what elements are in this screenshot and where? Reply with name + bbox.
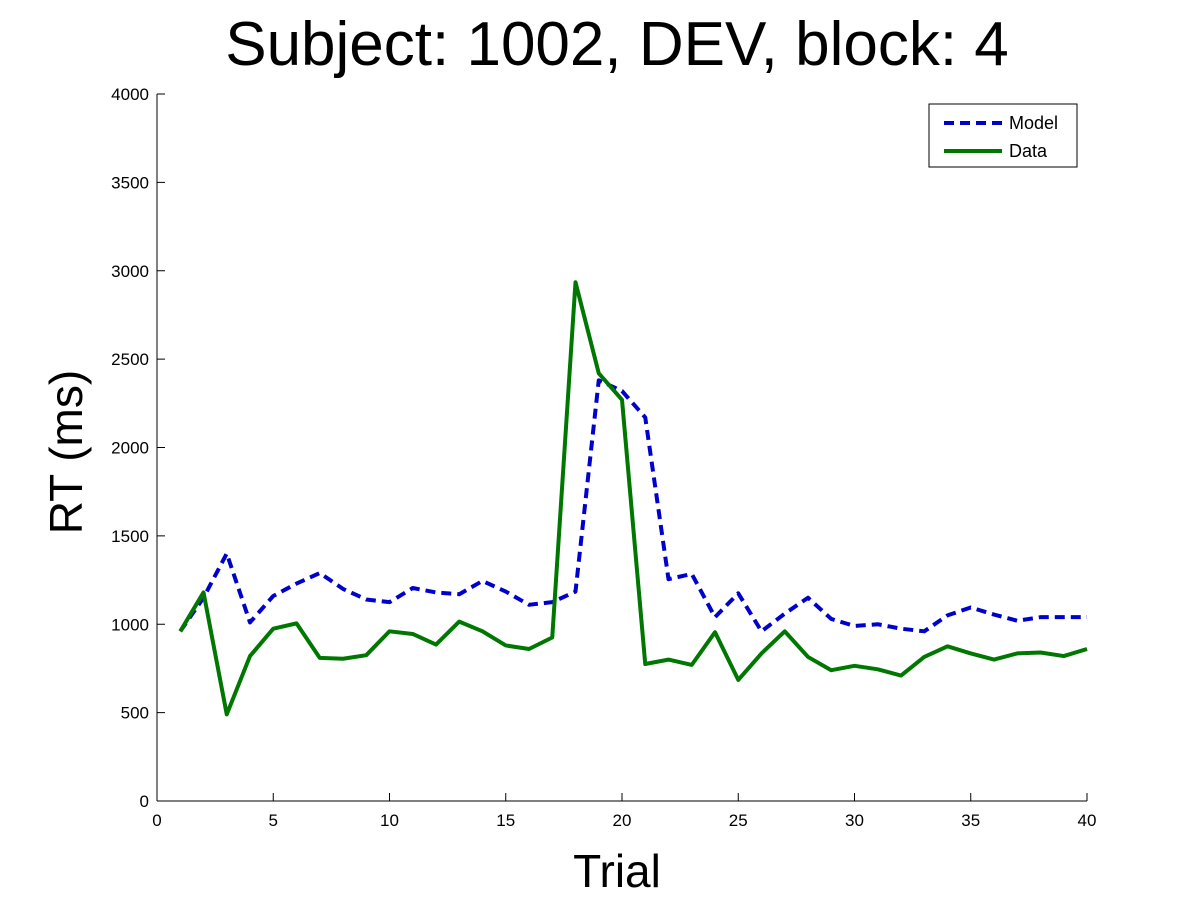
y-tick-label: 4000 — [111, 85, 149, 104]
y-axis-title: RT (ms) — [40, 370, 92, 534]
y-tick-label: 3000 — [111, 262, 149, 281]
y-axis: 0 500 1000 1500 2000 2500 3000 3500 4000 — [111, 85, 165, 811]
x-tick-label: 20 — [613, 811, 632, 830]
y-tick-label: 2500 — [111, 350, 149, 369]
legend: Model Data — [928, 103, 1078, 168]
series-line-model — [178, 378, 1087, 634]
x-tick-label: 0 — [152, 811, 161, 830]
series-line-data — [178, 280, 1088, 717]
y-tick-label: 2000 — [111, 439, 149, 458]
x-axis-title: Trial — [573, 845, 661, 897]
x-tick-label: 35 — [961, 811, 980, 830]
x-tick-label: 5 — [269, 811, 278, 830]
y-tick-label: 500 — [121, 704, 149, 723]
x-tick-label: 30 — [845, 811, 864, 830]
y-tick-label: 0 — [140, 792, 149, 811]
chart-title: Subject: 1002, DEV, block: 4 — [225, 10, 1009, 79]
y-tick-label: 3500 — [111, 173, 149, 192]
x-tick-label: 40 — [1078, 811, 1097, 830]
legend-label-data: Data — [1009, 141, 1048, 161]
legend-box — [928, 103, 1078, 168]
legend-label-model: Model — [1009, 113, 1058, 133]
y-tick-label: 1500 — [111, 527, 149, 546]
y-tick-label: 1000 — [111, 615, 149, 634]
x-tick-label: 15 — [496, 811, 515, 830]
x-tick-label: 25 — [729, 811, 748, 830]
x-tick-label: 10 — [380, 811, 399, 830]
series-layer — [178, 280, 1088, 717]
plot-area — [157, 94, 1087, 801]
x-axis: 0 5 10 15 20 25 30 35 40 — [152, 793, 1096, 830]
